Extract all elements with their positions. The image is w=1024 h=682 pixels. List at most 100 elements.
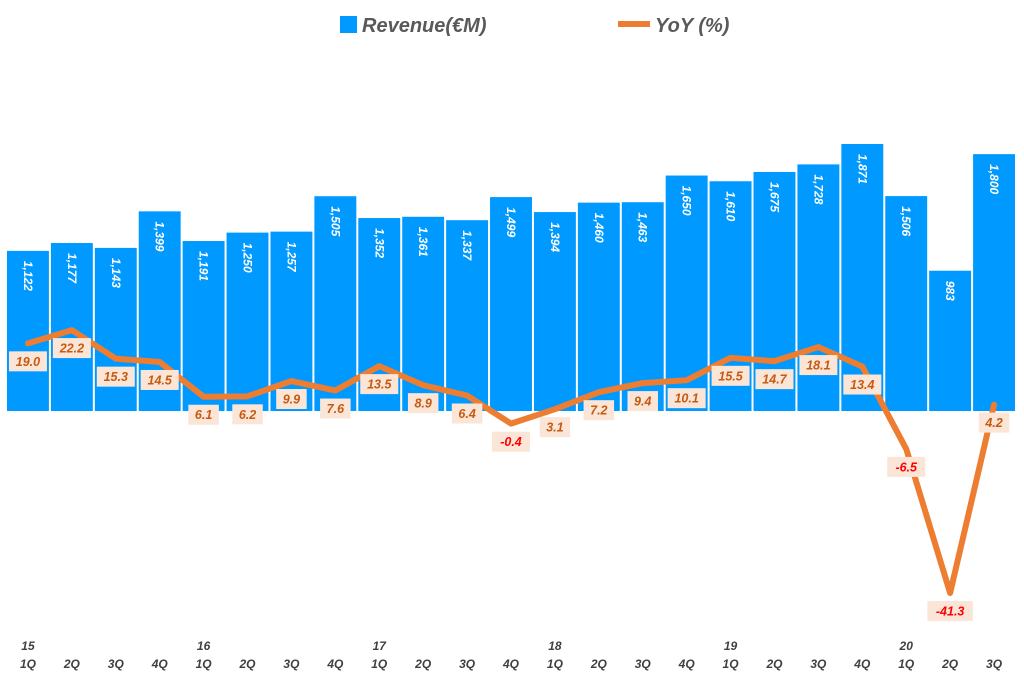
yoy-label-box — [276, 389, 307, 410]
yoy-label-box — [978, 412, 1010, 433]
x-tick-label: 4Q — [151, 657, 169, 671]
yoy-label-box — [8, 351, 47, 372]
bar — [621, 202, 664, 411]
yoy-value-label: 6.1 — [195, 408, 212, 422]
bar — [446, 220, 489, 411]
yoy-value-label: 15.3 — [104, 370, 128, 384]
bar-value-label: 1,800 — [987, 164, 1001, 194]
x-tick-label: 4Q — [678, 657, 696, 671]
yoy-value-label: 22.2 — [59, 342, 84, 356]
x-tick-label: 3Q — [459, 657, 476, 671]
bar — [885, 196, 928, 411]
yoy-label-box — [887, 456, 926, 477]
x-tick-label: 3Q — [283, 657, 300, 671]
yoy-value-label: 19.0 — [16, 355, 40, 369]
yoy-value-label: 7.6 — [327, 402, 345, 416]
x-tick-label: 2Q — [63, 657, 81, 671]
yoy-value-label: 8.9 — [414, 397, 431, 411]
bar — [533, 212, 576, 411]
yoy-label-box — [492, 431, 530, 452]
yoy-value-label: 4.2 — [984, 416, 1002, 430]
yoy-value-label: 14.7 — [762, 373, 787, 387]
bar-value-label: 1,122 — [21, 261, 35, 291]
yoy-label-box — [451, 403, 483, 424]
yoy-value-label: 13.5 — [367, 378, 392, 392]
yoy-label-box — [360, 374, 399, 395]
yoy-value-label: -41.3 — [936, 604, 965, 618]
yoy-value-label: 7.2 — [590, 404, 607, 418]
x-year-label: 18 — [548, 639, 562, 653]
legend-yoy-label: YoY (%) — [655, 15, 730, 37]
legend: Revenue(€M) YoY (%) — [340, 15, 730, 37]
x-tick-label: 3Q — [635, 657, 652, 671]
bar-value-label: 1,728 — [811, 174, 825, 204]
data-labels: 1,122 1,177 1,143 1,399 1,191 1,250 1,257 1,505… — [8, 154, 1010, 621]
yoy-value-label: 13.4 — [850, 378, 874, 392]
bar-value-label: 1,250 — [241, 243, 255, 273]
bar-value-label: 1,463 — [636, 212, 650, 242]
x-tick-label: 3Q — [986, 657, 1003, 671]
x-tick-label: 1Q — [723, 657, 740, 671]
yoy-label-box — [188, 404, 219, 425]
yoy-value-label: 18.1 — [806, 359, 830, 373]
x-tick-label: 1Q — [196, 657, 213, 671]
bar-value-label: 1,257 — [284, 242, 298, 273]
yoy-line — [24, 327, 998, 596]
x-tick-label: 4Q — [502, 657, 520, 671]
bar-value-label: 1,871 — [855, 154, 869, 184]
x-tick-label: 4Q — [853, 657, 871, 671]
yoy-value-label: 9.4 — [634, 395, 651, 409]
bar-value-label: 1,191 — [197, 251, 211, 281]
yoy-label-box — [96, 366, 135, 387]
x-tick-label: 4Q — [326, 657, 344, 671]
x-tick-label: 2Q — [239, 657, 257, 671]
yoy-line-path — [24, 327, 998, 596]
bar — [973, 154, 1015, 411]
yoy-label-box — [627, 391, 658, 412]
yoy-label-box — [320, 398, 351, 419]
bar-value-label: 1,394 — [548, 222, 562, 252]
x-tick-label: 1Q — [898, 657, 915, 671]
yoy-label-box — [755, 369, 794, 390]
yoy-value-label: -6.5 — [895, 460, 918, 474]
x-tick-label: 2Q — [590, 657, 608, 671]
bar-value-label: 1,361 — [416, 227, 430, 257]
yoy-value-label: 14.5 — [148, 373, 173, 387]
x-tick-label: 2Q — [765, 657, 783, 671]
yoy-value-label: 3.1 — [546, 421, 563, 435]
bar — [226, 232, 269, 411]
yoy-label-box — [407, 393, 439, 414]
yoy-label-box — [140, 369, 179, 390]
yoy-value-label: 15.5 — [718, 369, 743, 383]
x-tick-label: 1Q — [20, 657, 37, 671]
bar-value-label: 1,177 — [65, 253, 79, 284]
x-tick-label: 1Q — [371, 657, 388, 671]
yoy-label-box — [583, 400, 615, 421]
x-tick-label: 2Q — [414, 657, 432, 671]
bar-value-label: 1,650 — [680, 186, 694, 216]
bar-value-label: 1,399 — [153, 221, 167, 251]
bar-value-label: 1,337 — [460, 230, 474, 261]
bar-value-label: 983 — [943, 281, 957, 301]
x-year-label: 19 — [724, 639, 738, 653]
yoy-value-label: 6.2 — [239, 408, 256, 422]
bar — [314, 196, 357, 411]
yoy-label-box — [711, 365, 750, 386]
bar — [577, 202, 620, 411]
yoy-value-label: 9.9 — [283, 393, 300, 407]
bar-value-label: 1,675 — [767, 182, 781, 212]
bar — [490, 197, 532, 411]
x-year-label: 17 — [373, 639, 388, 653]
x-year-label: 20 — [899, 639, 914, 653]
yoy-label-box — [799, 355, 838, 376]
legend-revenue-label: Revenue(€M) — [362, 15, 487, 37]
yoy-label-box — [539, 417, 571, 438]
x-tick-label: 2Q — [941, 657, 959, 671]
x-tick-label: 1Q — [547, 657, 564, 671]
yoy-label-box — [232, 404, 263, 425]
yoy-label-box — [52, 338, 91, 359]
x-tick-label: 3Q — [810, 657, 827, 671]
yoy-label-box — [927, 600, 973, 621]
x-year-label: 16 — [197, 639, 211, 653]
